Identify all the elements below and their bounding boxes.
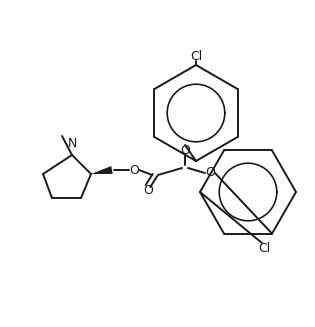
Polygon shape [91, 166, 113, 174]
Text: O: O [143, 184, 153, 198]
Text: O: O [129, 164, 139, 177]
Text: Cl: Cl [190, 49, 202, 62]
Text: O: O [180, 144, 190, 157]
Text: N: N [67, 137, 77, 150]
Text: O: O [205, 166, 215, 180]
Text: Cl: Cl [258, 242, 270, 254]
